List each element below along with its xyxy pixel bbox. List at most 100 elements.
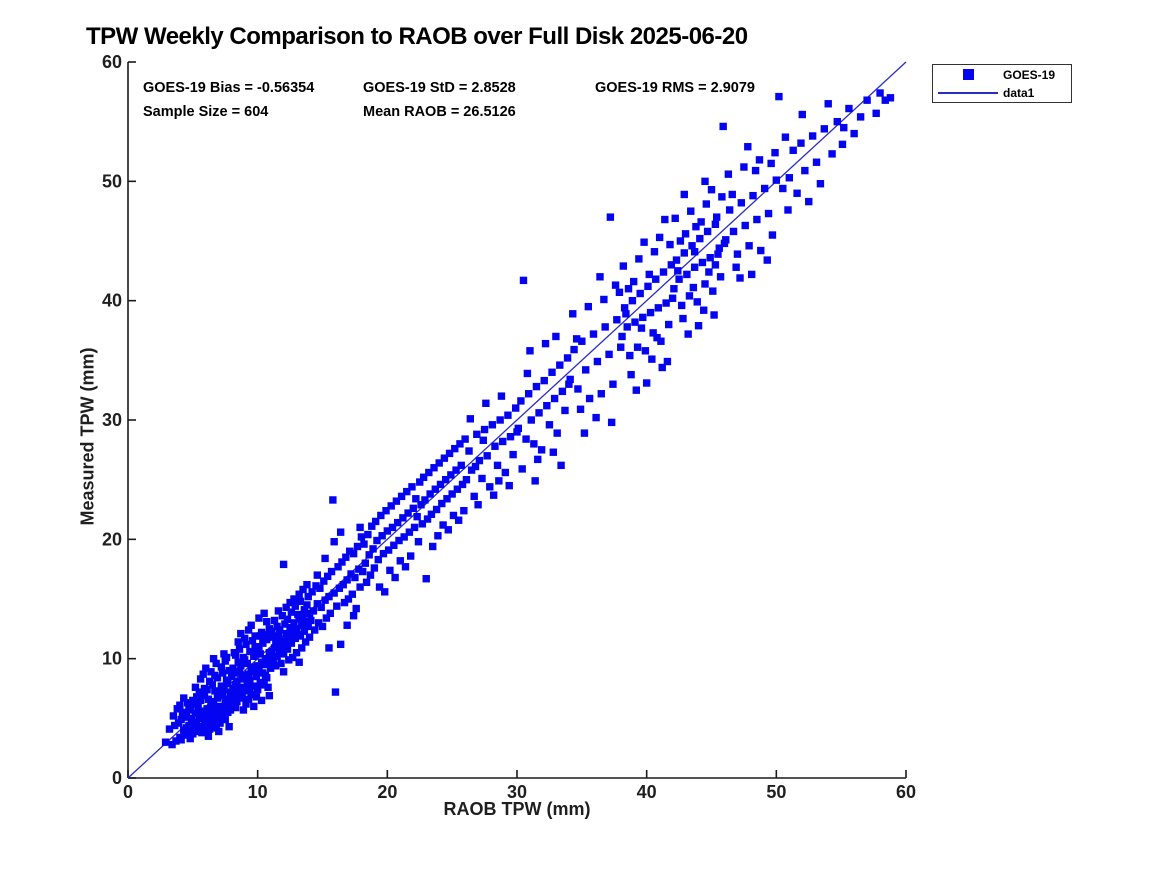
scatter-point bbox=[652, 275, 660, 283]
scatter-point bbox=[224, 680, 232, 688]
scatter-point bbox=[667, 261, 676, 269]
scatter-point bbox=[639, 313, 647, 322]
identity-line bbox=[127, 61, 907, 779]
scatter-point bbox=[266, 664, 275, 672]
scatter-point bbox=[165, 725, 174, 733]
scatter-point bbox=[458, 480, 467, 489]
scatter-point bbox=[298, 644, 306, 652]
scatter-point bbox=[255, 614, 263, 622]
scatter-point bbox=[674, 267, 682, 275]
scatter-point bbox=[718, 193, 726, 201]
scatter-point bbox=[259, 639, 267, 647]
scatter-point bbox=[532, 382, 541, 391]
scatter-point bbox=[425, 468, 433, 477]
scatter-point bbox=[705, 268, 713, 276]
scatter-point bbox=[270, 616, 279, 625]
scatter-point bbox=[445, 449, 454, 458]
scatter-point bbox=[648, 355, 656, 363]
scatter-point bbox=[523, 369, 532, 378]
scatter-point bbox=[390, 541, 398, 549]
scatter-point bbox=[234, 638, 242, 646]
scatter-point bbox=[246, 676, 254, 684]
scatter-point bbox=[677, 301, 686, 310]
scatter-point bbox=[401, 563, 410, 571]
line-sample-icon bbox=[938, 91, 998, 94]
scatter-point bbox=[182, 713, 191, 721]
scatter-point bbox=[728, 190, 736, 199]
scatter-point bbox=[576, 405, 585, 413]
scatter-point bbox=[626, 351, 634, 360]
scatter-point bbox=[276, 626, 284, 634]
scatter-point bbox=[193, 693, 201, 701]
scatter-point bbox=[340, 598, 349, 607]
scatter-point bbox=[338, 558, 346, 566]
scatter-point bbox=[233, 677, 241, 686]
scatter-point bbox=[694, 322, 703, 330]
scatter-point bbox=[365, 551, 373, 559]
scatter-point bbox=[668, 294, 677, 302]
scatter-point bbox=[281, 620, 289, 628]
scatter-point bbox=[186, 702, 194, 711]
scatter-point bbox=[676, 237, 685, 245]
scatter-point bbox=[439, 521, 447, 529]
scatter-point bbox=[435, 459, 443, 467]
scatter-point bbox=[506, 433, 515, 441]
scatter-point bbox=[449, 511, 458, 520]
scatter-point bbox=[260, 681, 268, 689]
scatter-point bbox=[283, 645, 292, 653]
scatter-point bbox=[287, 639, 296, 647]
scatter-point bbox=[757, 246, 765, 255]
scatter-point bbox=[364, 530, 372, 539]
scatter-point bbox=[690, 263, 699, 271]
scatter-point bbox=[797, 139, 805, 147]
scatter-point bbox=[396, 557, 404, 565]
scatter-point bbox=[207, 668, 215, 676]
scatter-point bbox=[741, 221, 749, 230]
scatter-point bbox=[833, 117, 841, 126]
scatter-point bbox=[253, 662, 262, 670]
scatter-point bbox=[317, 603, 325, 612]
scatter-point bbox=[701, 280, 709, 288]
scatter-point bbox=[431, 485, 440, 493]
scatter-point bbox=[295, 658, 303, 666]
scatter-point bbox=[881, 96, 889, 104]
scatter-point bbox=[311, 626, 319, 634]
scatter-point bbox=[221, 657, 229, 665]
scatter-point bbox=[685, 292, 694, 300]
scatter-point bbox=[680, 249, 688, 257]
scatter-point bbox=[763, 256, 771, 264]
legend-row-data1: data1 bbox=[933, 84, 1071, 101]
scatter-point bbox=[886, 94, 895, 102]
scatter-point bbox=[461, 435, 469, 443]
scatter-point bbox=[330, 538, 338, 546]
scatter-point bbox=[645, 270, 653, 279]
x-tick-label: 30 bbox=[507, 782, 527, 802]
scatter-point bbox=[320, 577, 328, 585]
scatter-point bbox=[395, 536, 403, 545]
scatter-point bbox=[225, 666, 233, 675]
scatter-point bbox=[282, 629, 290, 638]
scatter-point bbox=[226, 706, 235, 714]
scatter-point bbox=[279, 650, 288, 658]
scatter-point bbox=[482, 399, 490, 407]
scatter-point bbox=[356, 583, 364, 591]
scatter-point bbox=[460, 506, 468, 515]
scatter-point bbox=[220, 705, 228, 713]
scatter-point bbox=[217, 663, 226, 671]
scatter-point bbox=[687, 207, 695, 215]
scatter-point bbox=[663, 357, 672, 366]
scatter-point bbox=[578, 337, 586, 345]
scatter-point bbox=[170, 721, 179, 730]
scatter-point bbox=[261, 671, 270, 680]
scatter-point bbox=[169, 712, 178, 720]
scatter-point bbox=[548, 368, 556, 376]
scatter-point bbox=[323, 572, 332, 581]
scatter-point bbox=[235, 645, 244, 653]
scatter-point bbox=[631, 318, 639, 326]
scatter-point bbox=[246, 685, 254, 694]
scatter-point bbox=[370, 564, 379, 572]
scatter-point bbox=[617, 343, 625, 351]
scatter-point bbox=[180, 694, 188, 702]
scatter-point bbox=[301, 638, 310, 646]
scatter-point bbox=[361, 559, 369, 567]
